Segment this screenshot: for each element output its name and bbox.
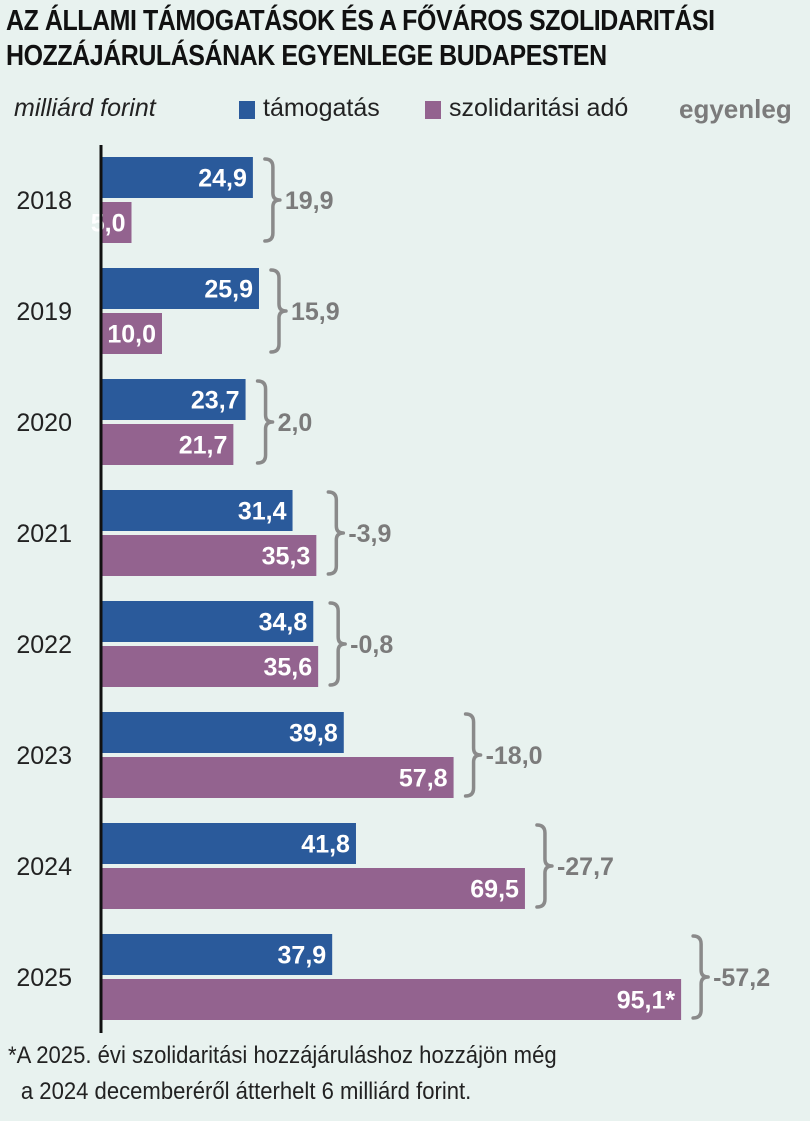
data-label-tax-2019: 10,0 — [107, 321, 156, 349]
footnote: *A 2025. évi szolidaritási hozzájárulásh… — [8, 1038, 799, 1110]
category-label-2022: 2022 — [16, 631, 72, 659]
bracket-2019 — [269, 268, 288, 354]
unit-label: milliárd forint — [14, 94, 156, 122]
bracket-2023 — [463, 712, 483, 798]
bar-support-2020 — [101, 379, 246, 420]
legend-swatch-support — [239, 101, 255, 119]
category-label-2023: 2023 — [16, 742, 72, 770]
bar-tax-2020 — [101, 424, 234, 465]
category-label-2025: 2025 — [16, 964, 72, 992]
data-label-support-2018: 24,9 — [198, 165, 247, 193]
bar-support-2021 — [101, 490, 293, 531]
bar-tax-2018 — [101, 202, 132, 243]
category-label-2018: 2018 — [16, 187, 72, 215]
data-label-tax-2018: 5,0 — [91, 210, 126, 238]
data-label-tax-2021: 35,3 — [262, 543, 311, 571]
data-label-support-2023: 39,8 — [289, 720, 338, 748]
legend-label-balance: egyenleg — [679, 94, 792, 124]
bar-support-2019 — [101, 268, 259, 309]
bracket-2018 — [263, 157, 282, 243]
data-label-support-2019: 25,9 — [204, 276, 253, 304]
bracket-2020 — [255, 379, 275, 465]
bar-support-2025 — [101, 934, 333, 975]
data-label-support-2021: 31,4 — [238, 498, 287, 526]
chart-title: AZ ÁLLAMI TÁMOGATÁSOK ÉS A FŐVÁROS SZOLI… — [6, 4, 806, 74]
data-label-tax-2020: 21,7 — [179, 432, 228, 460]
chart-title-line-2: HOZZÁJÁRULÁSÁNAK EGYENLEGE BUDAPESTEN — [6, 40, 607, 72]
footnote-line-2: a 2024 decemberéről átterhelt 6 milliárd… — [20, 1078, 472, 1105]
data-label-support-2024: 41,8 — [301, 831, 350, 859]
legend-swatch-tax — [425, 101, 441, 119]
data-label-support-2020: 23,7 — [191, 387, 240, 415]
balance-label-2020: 2,0 — [278, 409, 313, 437]
chart-title-line-1: AZ ÁLLAMI TÁMOGATÁSOK ÉS A FŐVÁROS SZOLI… — [6, 5, 715, 37]
data-label-tax-2023: 57,8 — [399, 765, 448, 793]
legend-label-tax: szolidaritási adó — [449, 94, 629, 122]
bracket-2025 — [691, 934, 710, 1020]
bracket-2022 — [328, 601, 347, 687]
balance-label-2025: -57,2 — [713, 964, 770, 992]
bar-tax-2023 — [101, 757, 454, 798]
data-label-tax-2022: 35,6 — [263, 654, 312, 682]
balance-label-2024: -27,7 — [557, 853, 614, 881]
balance-label-2019: 15,9 — [291, 298, 340, 326]
bar-support-2024 — [101, 823, 356, 864]
data-label-support-2022: 34,8 — [259, 609, 308, 637]
footnote-line-1: *A 2025. évi szolidaritási hozzájárulásh… — [8, 1042, 557, 1069]
bar-support-2022 — [101, 601, 314, 642]
legend-label-support: támogatás — [263, 94, 380, 122]
bar-tax-2025 — [101, 979, 682, 1020]
data-label-tax-2024: 69,5 — [470, 876, 519, 904]
category-label-2024: 2024 — [16, 853, 72, 881]
bar-tax-2022 — [101, 646, 319, 687]
bar-tax-2024 — [101, 868, 525, 909]
bracket-2024 — [535, 823, 554, 909]
balance-label-2018: 19,9 — [285, 187, 334, 215]
category-label-2020: 2020 — [16, 409, 72, 437]
bracket-2021 — [326, 490, 346, 576]
balance-label-2021: -3,9 — [348, 520, 391, 548]
data-label-support-2025: 37,9 — [278, 942, 327, 970]
balance-label-2022: -0,8 — [350, 631, 393, 659]
bar-tax-2021 — [101, 535, 317, 576]
balance-label-2023: -18,0 — [486, 742, 543, 770]
bar-support-2018 — [101, 157, 253, 198]
category-label-2021: 2021 — [16, 520, 72, 548]
category-label-2019: 2019 — [16, 298, 72, 326]
data-label-tax-2025: 95,1* — [617, 987, 676, 1015]
bar-support-2023 — [101, 712, 344, 753]
bar-tax-2019 — [101, 313, 162, 354]
